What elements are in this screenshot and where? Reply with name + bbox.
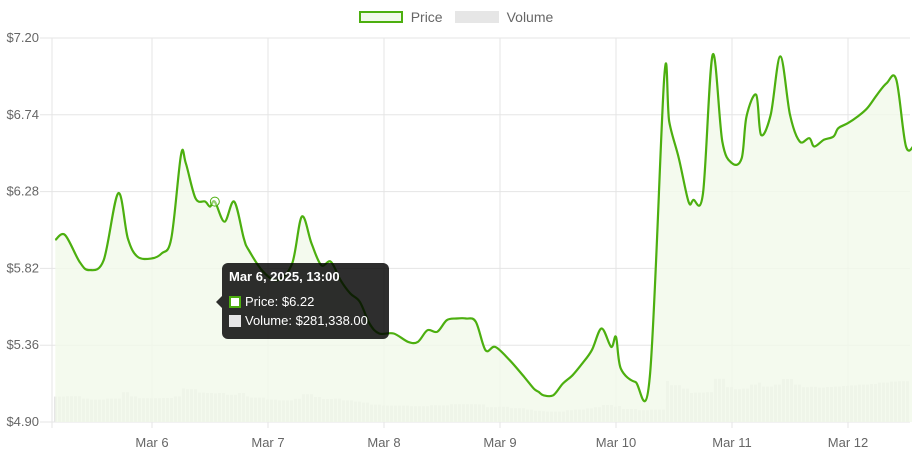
y-tick-label: $7.20 [6, 30, 39, 45]
x-tick-label: Mar 11 [712, 435, 752, 450]
price-area [55, 54, 912, 422]
chart-legend: Price Volume [0, 9, 912, 25]
legend-item-price[interactable]: Price [358, 9, 443, 25]
y-tick-label: $5.36 [6, 337, 39, 352]
legend-label-price: Price [410, 9, 443, 25]
x-tick-label: Mar 8 [367, 435, 400, 450]
x-tick-label: Mar 12 [828, 435, 868, 450]
tooltip-price-text: Price: $6.22 [245, 294, 315, 309]
legend-swatch-volume [454, 11, 499, 23]
tooltip-title: Mar 6, 2025, 13:00 [229, 269, 340, 284]
price-line [54, 53, 912, 403]
hover-point [209, 196, 220, 207]
y-tick-label: $4.90 [6, 414, 39, 429]
legend-label-volume: Volume [506, 9, 554, 25]
y-tick-label: $6.74 [6, 107, 39, 122]
tooltip-swatch-volume [229, 314, 241, 327]
legend-item-volume[interactable]: Volume [454, 9, 554, 25]
chart-tooltip: Mar 6, 2025, 13:00 Price: $6.22 Volume: … [216, 263, 389, 339]
tooltip-volume-text: Volume: $281,338.00 [245, 313, 368, 328]
tooltip-row-price: Price: $6.22 [229, 292, 382, 311]
y-tick-label: $6.28 [6, 184, 39, 199]
x-tick-label: Mar 10 [596, 435, 636, 450]
legend-swatch-price [358, 11, 403, 23]
x-tick-label: Mar 7 [251, 435, 284, 450]
tooltip-swatch-price [229, 295, 241, 308]
x-tick-label: Mar 9 [483, 435, 516, 450]
y-tick-label: $5.82 [6, 260, 39, 275]
x-tick-label: Mar 6 [135, 435, 168, 450]
tooltip-row-volume: Volume: $281,338.00 [229, 311, 382, 330]
